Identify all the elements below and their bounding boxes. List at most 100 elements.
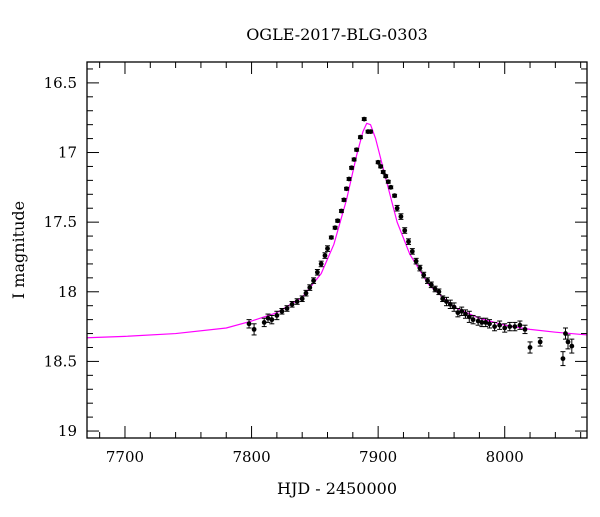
data-point xyxy=(332,225,338,231)
y-tick-label: 17 xyxy=(58,144,77,162)
data-marker xyxy=(354,147,360,153)
data-marker xyxy=(332,225,338,231)
data-point xyxy=(307,284,313,291)
data-marker xyxy=(440,296,446,302)
data-marker xyxy=(318,261,324,267)
data-marker xyxy=(261,320,267,325)
data-point xyxy=(428,281,434,289)
x-tick-label: 7900 xyxy=(359,448,397,466)
data-marker xyxy=(466,314,472,320)
data-marker xyxy=(502,325,508,331)
data-point xyxy=(338,208,344,214)
data-point xyxy=(440,295,446,303)
data-point xyxy=(417,264,423,272)
data-point xyxy=(466,310,472,323)
data-marker xyxy=(269,317,275,323)
data-point xyxy=(279,307,285,315)
data-point xyxy=(425,277,431,284)
data-point xyxy=(314,268,320,276)
data-point xyxy=(328,235,334,240)
y-tick-label: 18.5 xyxy=(44,352,77,370)
data-marker xyxy=(406,239,411,245)
x-tick-label: 7700 xyxy=(106,448,144,466)
data-marker xyxy=(507,324,513,329)
data-point xyxy=(269,314,275,325)
data-point xyxy=(322,252,328,259)
data-points-layer xyxy=(246,116,575,367)
data-marker xyxy=(517,322,523,328)
data-marker xyxy=(294,299,300,304)
data-point xyxy=(475,316,481,326)
data-point xyxy=(357,134,363,140)
data-marker xyxy=(436,289,442,295)
data-marker xyxy=(328,235,334,240)
data-marker xyxy=(344,186,349,192)
data-marker xyxy=(314,269,320,275)
data-point xyxy=(537,337,543,347)
data-marker xyxy=(417,265,423,271)
data-point xyxy=(289,301,295,308)
data-point xyxy=(560,351,566,367)
data-point xyxy=(398,213,404,220)
x-tick-label: 8000 xyxy=(486,448,524,466)
data-marker xyxy=(351,157,357,162)
x-axis-title: HJD - 2450000 xyxy=(277,479,397,498)
data-marker xyxy=(402,228,408,233)
data-point xyxy=(361,116,367,122)
x-tick-label: 7800 xyxy=(232,448,270,466)
data-point xyxy=(335,218,341,224)
data-marker xyxy=(361,116,367,122)
data-marker xyxy=(394,205,400,211)
y-tick-label: 18 xyxy=(58,283,77,301)
data-point xyxy=(380,169,386,175)
data-point xyxy=(487,319,493,329)
data-point xyxy=(385,179,391,185)
data-marker xyxy=(455,310,461,316)
data-marker xyxy=(246,321,252,327)
data-point xyxy=(368,129,374,135)
data-marker xyxy=(413,258,419,264)
data-point xyxy=(294,298,300,305)
data-marker xyxy=(335,218,341,224)
data-marker xyxy=(479,320,485,325)
data-marker xyxy=(299,296,305,302)
y-tick-label: 17.5 xyxy=(44,213,77,231)
data-point xyxy=(436,288,442,296)
data-point xyxy=(251,323,257,336)
data-marker xyxy=(475,318,481,324)
data-marker xyxy=(459,308,465,314)
data-marker xyxy=(425,278,430,284)
data-marker xyxy=(470,317,476,323)
data-point xyxy=(443,296,449,307)
data-point xyxy=(565,334,571,350)
data-point xyxy=(299,295,305,303)
data-marker xyxy=(341,197,347,203)
data-marker xyxy=(303,290,309,296)
data-point xyxy=(462,309,468,319)
data-marker xyxy=(388,184,394,190)
data-marker xyxy=(398,214,404,219)
data-marker xyxy=(483,320,489,325)
data-marker xyxy=(284,306,290,311)
data-marker xyxy=(527,345,533,350)
data-marker xyxy=(380,169,386,175)
data-marker xyxy=(565,339,571,345)
chart-title: OGLE-2017-BLG-0303 xyxy=(246,25,428,44)
data-point xyxy=(406,238,412,245)
data-point xyxy=(517,320,523,330)
data-marker xyxy=(325,246,330,252)
data-marker xyxy=(487,321,492,327)
data-marker xyxy=(289,301,295,307)
data-point xyxy=(383,173,389,179)
y-tick-label: 19 xyxy=(58,422,77,440)
data-marker xyxy=(451,304,457,310)
data-point xyxy=(346,176,352,182)
data-point xyxy=(562,327,568,340)
data-marker xyxy=(492,324,497,329)
data-point xyxy=(512,321,518,332)
data-point xyxy=(470,314,476,325)
data-marker xyxy=(378,164,384,169)
data-point xyxy=(265,313,271,323)
data-point xyxy=(527,341,533,354)
